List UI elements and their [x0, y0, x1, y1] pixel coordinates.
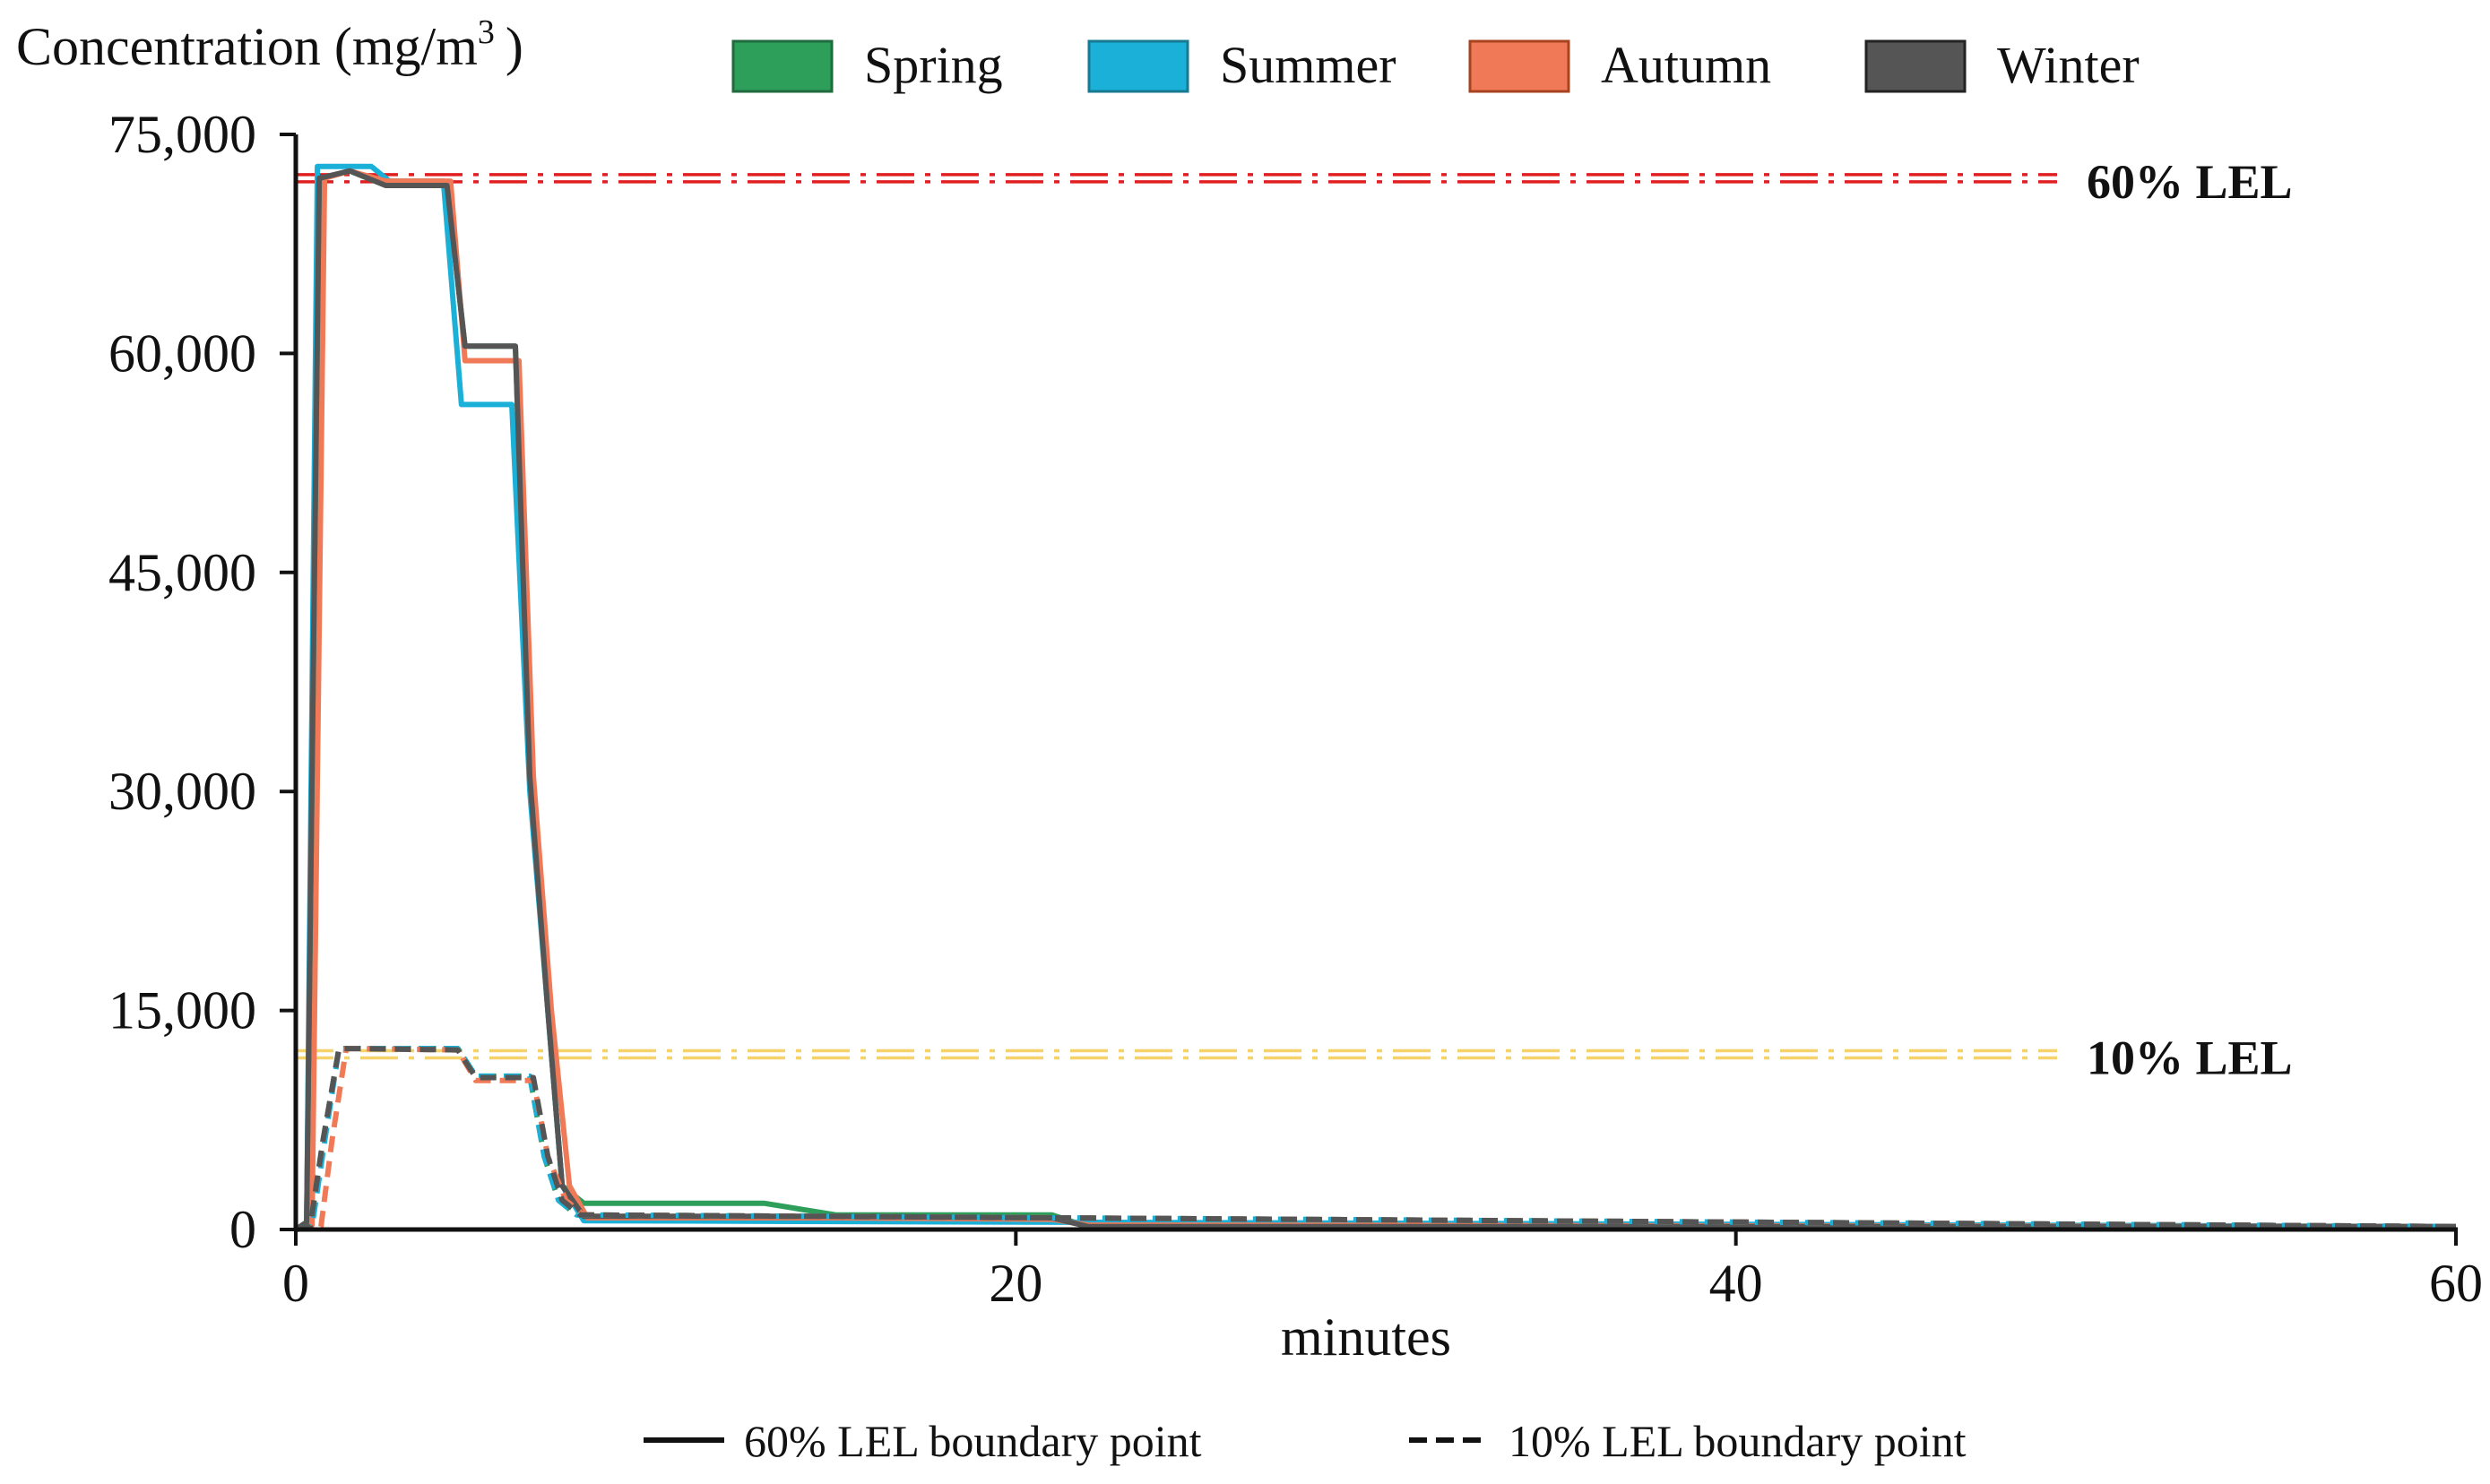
- y-tick-label: 15,000: [108, 981, 256, 1040]
- legend-swatch-winter: [1864, 39, 1967, 93]
- line-style-label-solid: 60% LEL boundary point: [744, 1416, 1202, 1466]
- y-tick-label: 45,000: [108, 543, 256, 602]
- x-tick-label: 20: [989, 1254, 1042, 1313]
- y-axis-title-superscript: 3: [478, 13, 495, 51]
- reference-line-label: 60% LEL: [2087, 155, 2293, 209]
- series-lines: [294, 163, 2457, 1232]
- y-ticks: 0 15,000 30,000 45,000 60,000 75,000: [108, 105, 296, 1259]
- legend-swatch-spring: [731, 39, 834, 93]
- legend-swatch-summer: [1087, 39, 1189, 93]
- y-tick-label: 60,000: [108, 324, 256, 383]
- line-style-label-dashed: 10% LEL boundary point: [1509, 1416, 1967, 1466]
- reference-line-label: 10% LEL: [2087, 1031, 2293, 1084]
- legend-swatch-autumn: [1468, 39, 1570, 93]
- legend-label-winter: Winter: [1997, 36, 2140, 94]
- x-axis-title: minutes: [1281, 1307, 1451, 1367]
- y-tick-label: 75,000: [108, 105, 256, 164]
- legend-label-summer: Summer: [1220, 36, 1396, 94]
- x-tick-label: 60: [2429, 1254, 2483, 1313]
- legend-label-autumn: Autumn: [1601, 36, 1771, 94]
- reference-lines: 60% LEL 10% LEL: [296, 155, 2293, 1084]
- y-tick-label: 0: [229, 1200, 256, 1259]
- x-ticks: 0 20 40 60: [282, 1229, 2483, 1313]
- y-axis-title-suffix: ): [506, 17, 523, 76]
- series-legend: Spring Summer Autumn Winter: [731, 36, 2140, 94]
- y-tick-label: 30,000: [108, 762, 256, 821]
- legend-label-spring: Spring: [864, 36, 1003, 94]
- x-tick-label: 40: [1709, 1254, 1763, 1313]
- line-style-legend: 60% LEL boundary point 10% LEL boundary p…: [644, 1416, 1967, 1466]
- y-axis-title: Concentration (mg/m3): [16, 13, 523, 76]
- series-line-winter-dashed: [295, 1046, 2457, 1232]
- y-axis-title-prefix: Concentration (mg/m: [16, 17, 478, 76]
- x-tick-label: 0: [282, 1254, 309, 1313]
